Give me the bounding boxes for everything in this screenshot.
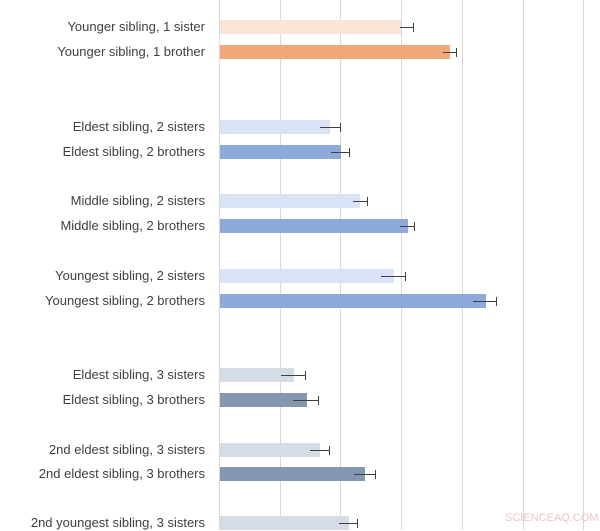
error-bar [310, 450, 329, 451]
error-bar [331, 152, 349, 153]
category-label: Middle sibling, 2 brothers [60, 218, 205, 233]
error-bar-cap [405, 272, 406, 281]
bar [220, 294, 486, 308]
category-label: 2nd youngest sibling, 3 sisters [30, 515, 205, 530]
category-label: Younger sibling, 1 brother [57, 44, 205, 59]
bar [220, 219, 408, 233]
error-bar-cap [456, 48, 457, 57]
error-bar [443, 52, 456, 53]
gridline [523, 0, 524, 530]
category-label: 2nd eldest sibling, 3 brothers [38, 466, 205, 481]
error-bar [381, 276, 405, 277]
error-bar [339, 523, 357, 524]
bar [220, 393, 307, 407]
gridline [462, 0, 463, 530]
error-bar-cap [413, 23, 414, 32]
error-bar [354, 474, 375, 475]
error-bar-cap [496, 297, 497, 306]
error-bar-cap [340, 123, 341, 132]
error-bar [400, 27, 413, 28]
bar [220, 467, 365, 481]
error-bar-cap [357, 519, 358, 528]
category-label: Eldest sibling, 3 sisters [72, 367, 205, 382]
bar [220, 120, 330, 134]
error-bar [400, 226, 414, 227]
bar [220, 368, 294, 382]
error-bar [320, 127, 340, 128]
gridline [340, 0, 341, 530]
gridline [401, 0, 402, 530]
bar [220, 45, 450, 59]
bar [220, 145, 341, 159]
error-bar-cap [318, 396, 319, 405]
category-label: Eldest sibling, 2 sisters [72, 119, 205, 134]
error-bar-cap [305, 371, 306, 380]
error-bar [353, 201, 367, 202]
gridline [219, 0, 220, 530]
category-label: Youngest sibling, 2 brothers [45, 293, 205, 308]
bar [220, 269, 394, 283]
category-label: Eldest sibling, 2 brothers [62, 144, 205, 159]
bar [220, 194, 360, 208]
category-label: Youngest sibling, 2 sisters [55, 268, 205, 283]
bar [220, 516, 349, 530]
error-bar-cap [329, 446, 330, 455]
error-bar-cap [414, 222, 415, 231]
category-label: Middle sibling, 2 sisters [70, 193, 205, 208]
error-bar-cap [375, 470, 376, 479]
error-bar [281, 375, 305, 376]
gridline [583, 0, 584, 530]
bar [220, 20, 401, 34]
error-bar [293, 400, 318, 401]
error-bar-cap [367, 197, 368, 206]
error-bar [473, 301, 496, 302]
category-label: Younger sibling, 1 sister [67, 19, 205, 34]
category-label: Eldest sibling, 3 brothers [62, 392, 205, 407]
error-bar-cap [349, 148, 350, 157]
category-label: 2nd eldest sibling, 3 sisters [48, 442, 205, 457]
gridline [280, 0, 281, 530]
watermark: SCIENCEAQ.COM [505, 512, 599, 524]
bar [220, 443, 320, 457]
